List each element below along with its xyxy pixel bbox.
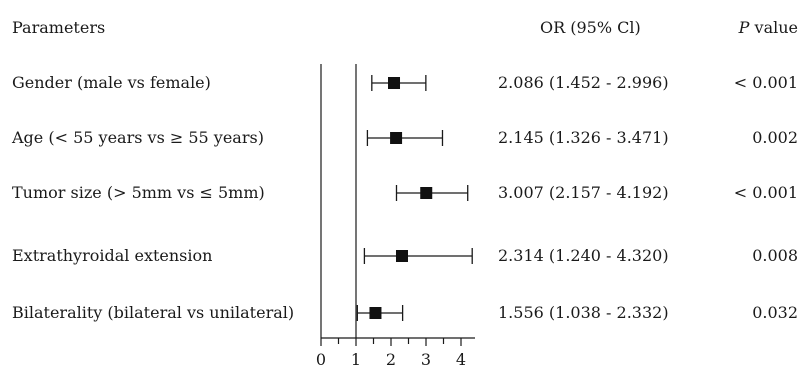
or-point <box>388 77 400 89</box>
or-point <box>396 250 408 262</box>
x-tick-label: 3 <box>421 350 431 369</box>
or-point <box>390 132 402 144</box>
or-point <box>369 307 381 319</box>
x-tick-label: 0 <box>316 350 326 369</box>
x-tick-label: 2 <box>386 350 396 369</box>
x-tick-label: 4 <box>456 350 466 369</box>
or-point <box>420 187 432 199</box>
x-tick-label: 1 <box>351 350 361 369</box>
